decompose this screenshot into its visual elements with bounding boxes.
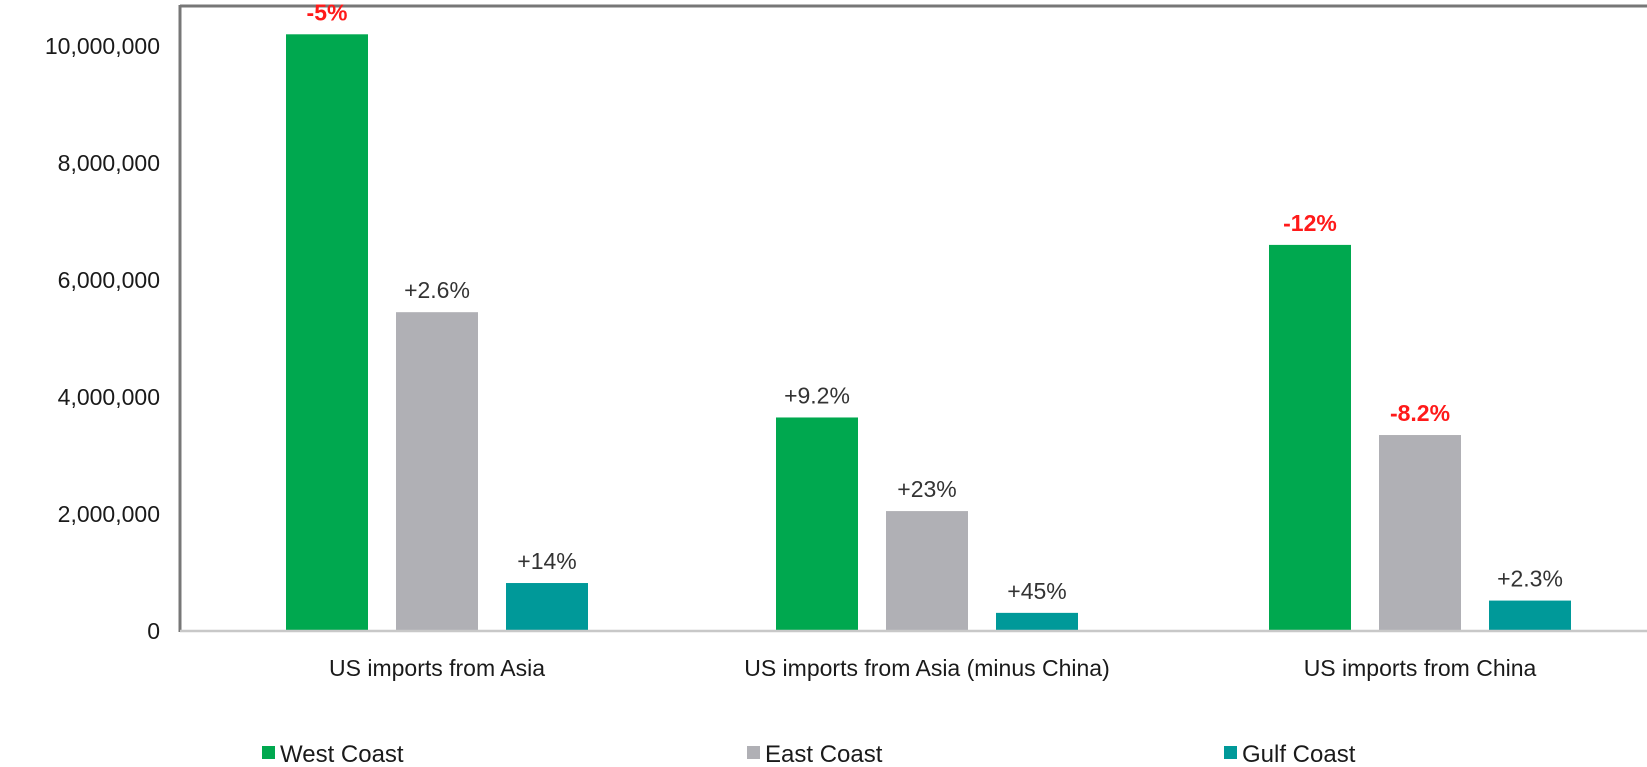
legend: West Coast East Coast Gulf Coast bbox=[262, 741, 1356, 767]
y-tick-label: 4,000,000 bbox=[58, 384, 160, 410]
y-tick-label: 2,000,000 bbox=[58, 501, 160, 527]
x-axis: US imports from Asia US imports from Asia… bbox=[329, 655, 1537, 681]
legend-swatch bbox=[1224, 746, 1237, 759]
bar-east-coast bbox=[886, 511, 968, 631]
y-axis: 0 2,000,000 4,000,000 6,000,000 8,000,000 10,… bbox=[45, 33, 160, 644]
y-tick-label: 0 bbox=[147, 618, 160, 644]
legend-label: East Coast bbox=[765, 741, 883, 767]
bar-east-coast bbox=[1379, 435, 1461, 631]
y-tick-label: 6,000,000 bbox=[58, 267, 160, 293]
bars-group bbox=[286, 34, 1571, 632]
bar-gulf-coast bbox=[1489, 600, 1571, 631]
data-label: +2.3% bbox=[1497, 566, 1563, 592]
legend-swatch bbox=[747, 746, 760, 759]
x-category-label: US imports from Asia bbox=[329, 655, 545, 681]
legend-label: West Coast bbox=[280, 741, 404, 767]
data-label: +2.6% bbox=[404, 277, 470, 303]
bar-east-coast bbox=[396, 312, 478, 631]
bar-gulf-coast bbox=[996, 612, 1078, 631]
legend-label: Gulf Coast bbox=[1242, 741, 1356, 767]
bar-west-coast bbox=[1269, 244, 1351, 631]
data-label: -5% bbox=[307, 0, 348, 25]
bar-west-coast bbox=[776, 417, 858, 631]
x-category-label: US imports from China bbox=[1304, 655, 1537, 681]
data-label: +9.2% bbox=[784, 382, 850, 408]
data-label: -12% bbox=[1283, 210, 1337, 236]
legend-swatch bbox=[262, 746, 275, 759]
y-tick-label: 8,000,000 bbox=[58, 150, 160, 176]
data-label: +45% bbox=[1007, 578, 1066, 604]
data-label: -8.2% bbox=[1390, 400, 1450, 426]
data-labels-group: -5% +9.2% -12% +2.6% +23% -8.2% +14% +45% +2.3% bbox=[307, 0, 1563, 604]
data-label: +23% bbox=[897, 476, 956, 502]
bar-gulf-coast bbox=[506, 583, 588, 631]
bar-west-coast bbox=[286, 34, 368, 632]
y-tick-label: 10,000,000 bbox=[45, 33, 160, 59]
data-label: +14% bbox=[517, 548, 576, 574]
x-category-label: US imports from Asia (minus China) bbox=[744, 655, 1110, 681]
